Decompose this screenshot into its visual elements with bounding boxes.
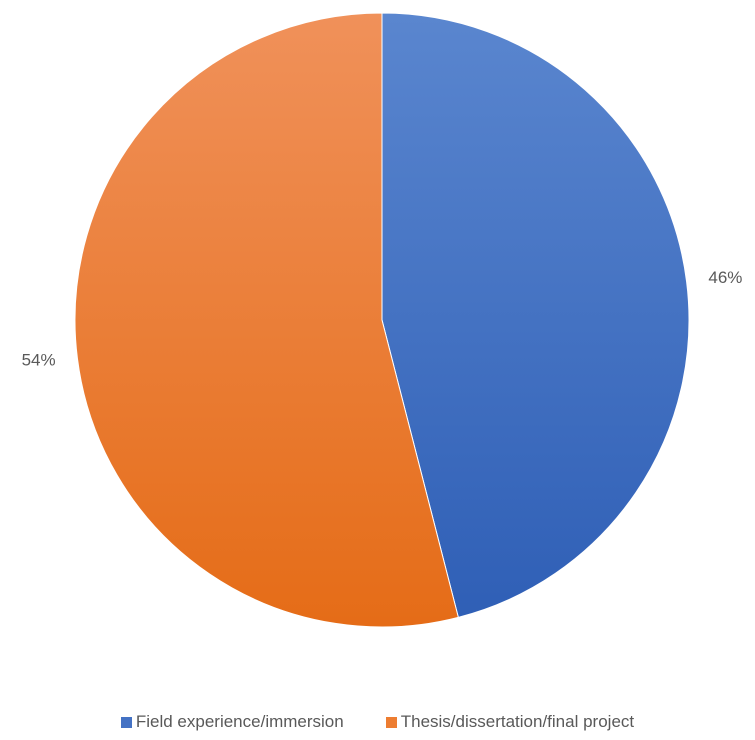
legend-item-thesis[interactable]: Thesis/dissertation/final project (385, 712, 635, 732)
pie-slice-thesis[interactable] (74, 12, 459, 628)
legend-label-field-experience: Field experience/immersion (135, 712, 344, 731)
pie-chart: 46% 54% (22, 12, 743, 628)
data-label-field-experience: 46% (708, 268, 742, 287)
legend: Field experience/immersion Thesis/disser… (0, 708, 755, 736)
legend-item-field-experience[interactable]: Field experience/immersion (120, 712, 344, 732)
pie-slice-field-experience[interactable] (381, 12, 690, 618)
pie-data-labels: 46% 54% (22, 268, 743, 369)
pie-slices (74, 12, 690, 628)
legend-swatch-field-experience (120, 716, 132, 728)
legend-swatch-thesis (385, 716, 397, 728)
legend-label-thesis: Thesis/dissertation/final project (400, 712, 635, 731)
data-label-thesis: 54% (22, 351, 56, 370)
